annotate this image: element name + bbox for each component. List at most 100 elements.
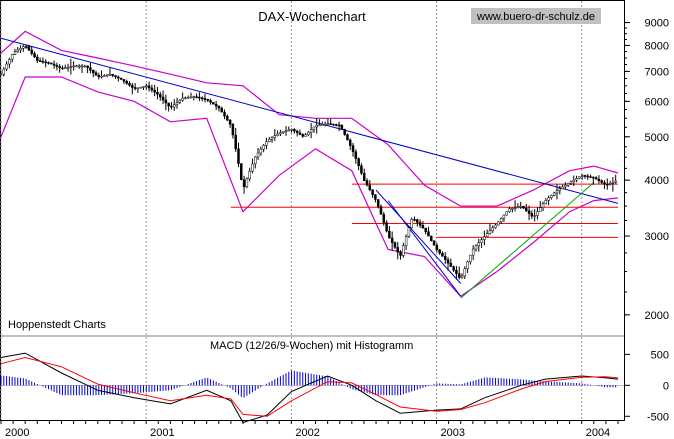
price-body [552, 192, 556, 196]
price-body [466, 261, 469, 270]
price-body [72, 65, 75, 68]
price-body [259, 148, 263, 154]
price-body [312, 126, 316, 130]
price-body [460, 275, 464, 278]
price-body [505, 211, 508, 216]
price-body [5, 63, 8, 70]
price-body [44, 61, 47, 64]
price-body [522, 205, 525, 209]
price-body [491, 227, 494, 231]
price-body [142, 86, 145, 88]
price-body [186, 97, 190, 99]
price-body [0, 73, 3, 76]
price-body [443, 256, 447, 260]
price-body [382, 214, 386, 223]
price-body [200, 97, 204, 100]
price-body [399, 251, 402, 256]
price-body [315, 125, 318, 128]
x-tick-label-1: 2001 [150, 427, 174, 439]
price-body [421, 225, 425, 229]
price-body [52, 63, 56, 66]
price-tick-label-6: 3000 [645, 231, 669, 243]
price-body [480, 239, 483, 243]
price-body [301, 134, 305, 137]
price-body [583, 175, 587, 177]
price-body [374, 194, 377, 200]
price-body [103, 75, 106, 77]
macd-tick-label-1: 0 [663, 380, 669, 392]
price-body [167, 102, 170, 107]
price-body [446, 259, 450, 264]
price-body [89, 67, 92, 71]
price-body [538, 207, 542, 212]
price-body [281, 131, 285, 133]
price-body [530, 213, 534, 217]
price-body [340, 125, 344, 130]
price-body [343, 129, 346, 135]
price-body [293, 129, 296, 132]
price-body [449, 262, 453, 267]
price-body [64, 67, 67, 70]
price-body [379, 206, 383, 215]
price-body [332, 123, 335, 126]
price-bars [0, 44, 617, 280]
price-body [572, 179, 576, 182]
price-body [410, 219, 413, 228]
trendlines [0, 37, 619, 299]
price-body [502, 214, 506, 219]
price-body [226, 115, 229, 121]
price-body [119, 77, 123, 80]
price-body [485, 233, 489, 237]
price-tick-label-2: 7000 [645, 66, 669, 78]
price-body [97, 75, 101, 78]
price-body [248, 170, 251, 180]
price-body [270, 137, 274, 140]
price-body [128, 83, 131, 86]
price-body [335, 124, 338, 126]
price-body [455, 269, 458, 274]
price-body [432, 240, 436, 246]
x-axis: 2000 2001 2002 2003 2004 [0, 420, 619, 439]
price-body [404, 236, 408, 246]
price-body [234, 134, 237, 150]
price-body [19, 47, 22, 51]
price-body [86, 65, 89, 68]
source-label: Hoppenstedt Charts [8, 319, 106, 331]
price-body [589, 176, 592, 178]
price-body [111, 73, 115, 76]
price-body [499, 218, 503, 223]
price-body [418, 222, 422, 226]
macd-panel [0, 352, 624, 424]
price-body [105, 74, 109, 77]
price-body [36, 56, 39, 61]
price-body [550, 195, 553, 199]
price-body [603, 182, 606, 185]
price-body [133, 87, 137, 89]
price-body [100, 75, 103, 78]
price-body [251, 163, 254, 172]
price-body [273, 135, 277, 138]
price-body [469, 254, 472, 263]
price-body [360, 165, 363, 174]
price-body [147, 85, 151, 89]
price-body [424, 227, 427, 232]
price-body [254, 156, 257, 165]
watermark: www.buero-dr-schulz.de [476, 11, 595, 23]
price-body [228, 119, 232, 125]
price-body [203, 98, 207, 100]
price-body [77, 65, 81, 68]
price-body [471, 248, 475, 256]
price-body [569, 181, 573, 184]
price-body [371, 189, 374, 195]
price-body [362, 172, 366, 181]
price-body [209, 100, 212, 103]
price-body [564, 184, 567, 188]
bollinger-bands [0, 30, 619, 298]
price-body [136, 87, 140, 90]
price-body [214, 103, 218, 107]
price-body [75, 65, 78, 68]
price-tick-label-7: 2000 [645, 310, 669, 322]
price-body [220, 107, 223, 113]
